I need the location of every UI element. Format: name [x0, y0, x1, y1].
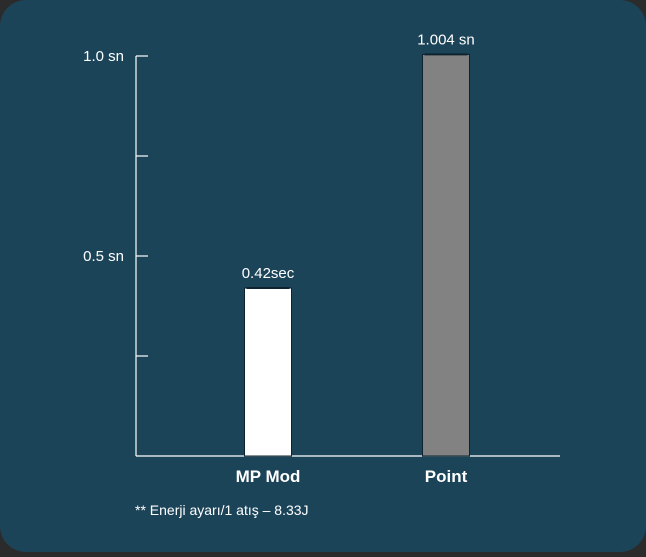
y-tick-label: 1.0 sn: [83, 48, 124, 65]
category-label: MP Mod: [236, 467, 301, 486]
chart-bars: [244, 53, 470, 457]
y-tick-label: 0.5 sn: [83, 248, 124, 265]
category-label: Point: [425, 467, 468, 486]
chart-axes: [135, 55, 560, 457]
footnote: ** Enerji ayarı/1 atış – 8.33J: [135, 502, 309, 518]
bar-point: [422, 53, 470, 457]
data-label: 1.004 sn: [417, 31, 475, 48]
bar-mp-mod: [244, 287, 292, 457]
data-label: 0.42sec: [242, 265, 295, 282]
chart-labels: 1.0 sn 0.5 sn 0.42sec MP Mod 1.004 sn Point: [83, 31, 475, 486]
